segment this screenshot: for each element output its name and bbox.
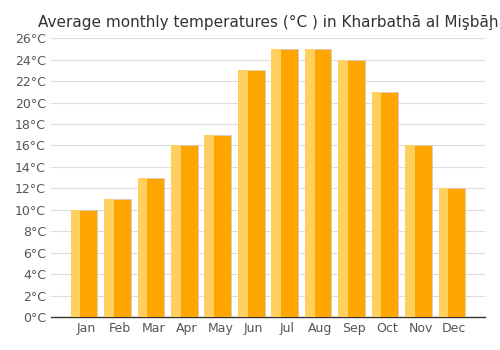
Bar [176, 146, 198, 317]
Bar [372, 92, 382, 317]
Bar [410, 146, 432, 317]
Bar [305, 49, 314, 317]
Bar [204, 135, 214, 317]
Title: Average monthly temperatures (°C ) in Kharbathā al Mişbāḩ: Average monthly temperatures (°C ) in Kh… [38, 15, 498, 30]
Bar [109, 199, 130, 317]
Bar [70, 210, 81, 317]
Bar [343, 60, 365, 317]
Bar [171, 146, 181, 317]
Bar [272, 49, 281, 317]
Bar [376, 92, 398, 317]
Bar [338, 60, 348, 317]
Bar [243, 70, 264, 317]
Bar [310, 49, 332, 317]
Bar [238, 70, 248, 317]
Bar [438, 188, 448, 317]
Bar [138, 178, 147, 317]
Bar [210, 135, 231, 317]
Bar [276, 49, 298, 317]
Bar [76, 210, 97, 317]
Bar [142, 178, 164, 317]
Bar [104, 199, 114, 317]
Bar [405, 146, 415, 317]
Bar [444, 188, 466, 317]
